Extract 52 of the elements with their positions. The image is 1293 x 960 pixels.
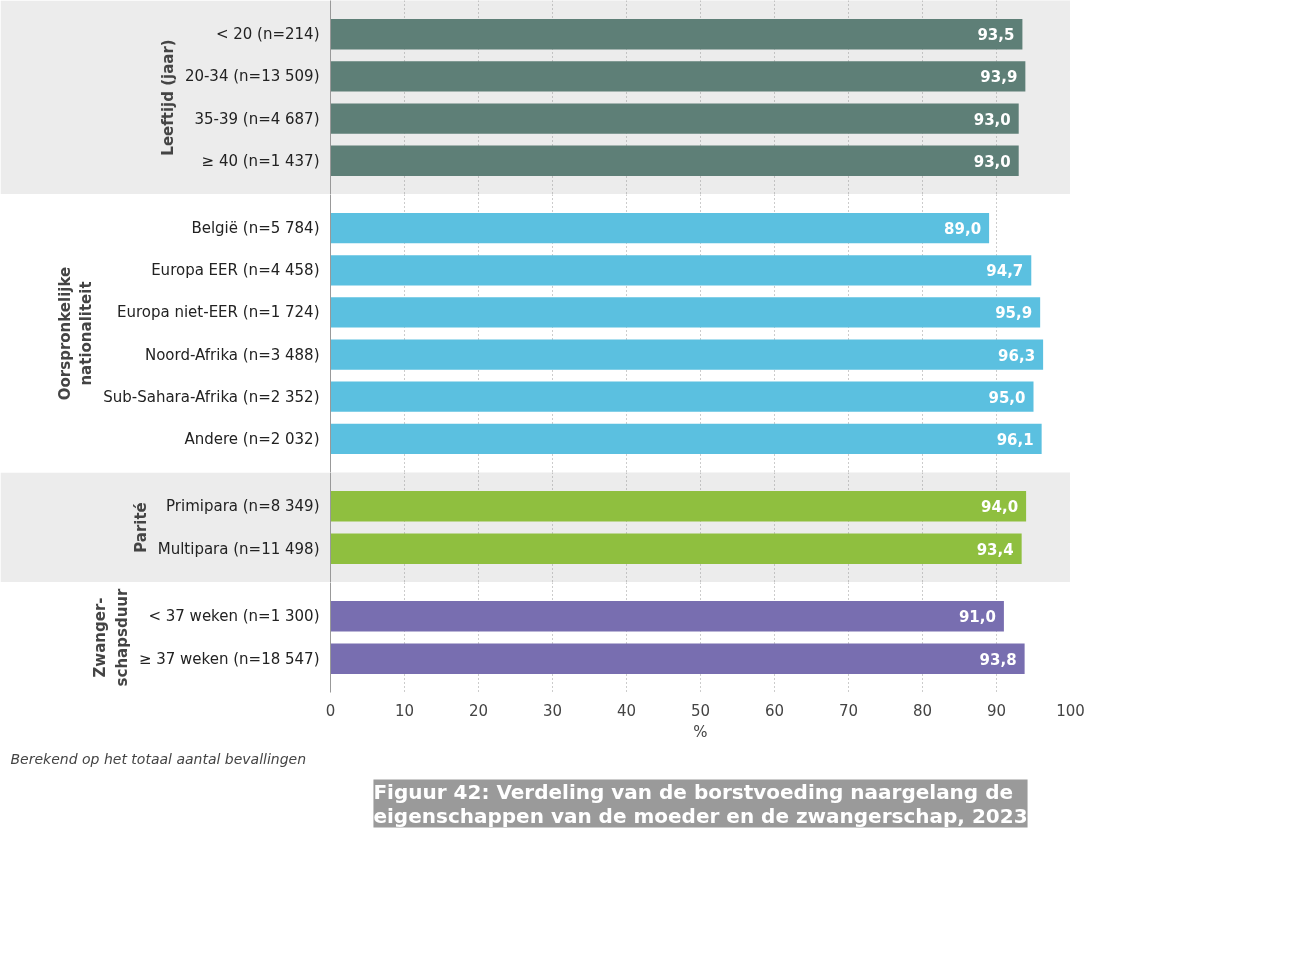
- data-label: 96,3: [998, 346, 1036, 365]
- data-label: 91,0: [958, 608, 996, 627]
- y-axis-title: Parité: [131, 502, 150, 553]
- x-tick-label: 0: [325, 701, 336, 720]
- y-tick-label: Primipara (n=8 349): [166, 497, 320, 516]
- y-tick-label: België (n=5 784): [191, 219, 320, 238]
- data-label: 93,0: [973, 110, 1011, 129]
- bar: [330, 381, 1034, 412]
- y-axis-title: Leeftijd (jaar): [158, 39, 177, 156]
- x-tick-label: 80: [912, 701, 933, 720]
- bar: [330, 423, 1042, 454]
- x-tick-label: 70: [838, 701, 859, 720]
- bar: [330, 297, 1041, 328]
- data-label: 96,1: [996, 430, 1034, 449]
- data-label: 95,0: [988, 388, 1026, 407]
- data-label: 89,0: [944, 220, 982, 239]
- y-tick-label: Andere (n=2 032): [184, 429, 320, 448]
- x-tick-label: 60: [764, 701, 785, 720]
- bar: [330, 339, 1044, 370]
- y-axis-title: Zwanger- schapsduur: [91, 588, 131, 687]
- y-tick-label: 35-39 (n=4 687): [194, 109, 320, 128]
- bar: [330, 213, 990, 244]
- data-label: 95,9: [995, 304, 1033, 323]
- x-tick-label: 50: [690, 701, 711, 720]
- y-tick-label: Multipara (n=11 498): [157, 539, 320, 558]
- y-axis-title: Oorspronkelijke nationaliteit: [55, 266, 96, 401]
- x-tick-label: 20: [468, 701, 489, 720]
- data-label: 94,7: [986, 262, 1024, 281]
- data-label: 93,8: [979, 650, 1017, 669]
- data-label: 93,0: [973, 152, 1011, 171]
- x-tick-label: 30: [542, 701, 563, 720]
- x-tick-label: 100: [1056, 701, 1085, 720]
- data-label: 93,5: [977, 26, 1015, 45]
- x-tick-label: 40: [616, 701, 637, 720]
- y-tick-label: Europa niet-EER (n=1 724): [116, 303, 320, 322]
- y-tick-label: Europa EER (n=4 458): [151, 261, 320, 280]
- y-tick-label: ≥ 40 (n=1 437): [201, 151, 320, 170]
- text: Berekend op het totaal aantal bevallingen: [10, 750, 307, 767]
- data-label: 94,0: [981, 498, 1019, 517]
- x-axis-title: %: [693, 722, 708, 741]
- data-label: 93,9: [980, 68, 1018, 87]
- y-tick-label: 20-34 (n=13 509): [184, 67, 320, 86]
- y-tick-label: Sub-Sahara-Afrika (n=2 352): [103, 387, 320, 406]
- x-tick-label: 90: [986, 701, 1007, 720]
- x-tick-label: 10: [394, 701, 415, 720]
- bar: [330, 255, 1032, 286]
- y-tick-label: < 37 weken (n=1 300): [148, 607, 320, 626]
- text: Figuur 42: Verdeling van de borstvoeding naargelang de eigenschappen van de moeder en de zwangerschap, 2023: [373, 779, 1028, 828]
- y-tick-label: Noord-Afrika (n=3 488): [144, 345, 320, 364]
- data-label: 93,4: [976, 540, 1014, 559]
- y-tick-label: ≥ 37 weken (n=18 547): [138, 649, 320, 668]
- y-tick-label: < 20 (n=214): [215, 25, 320, 44]
